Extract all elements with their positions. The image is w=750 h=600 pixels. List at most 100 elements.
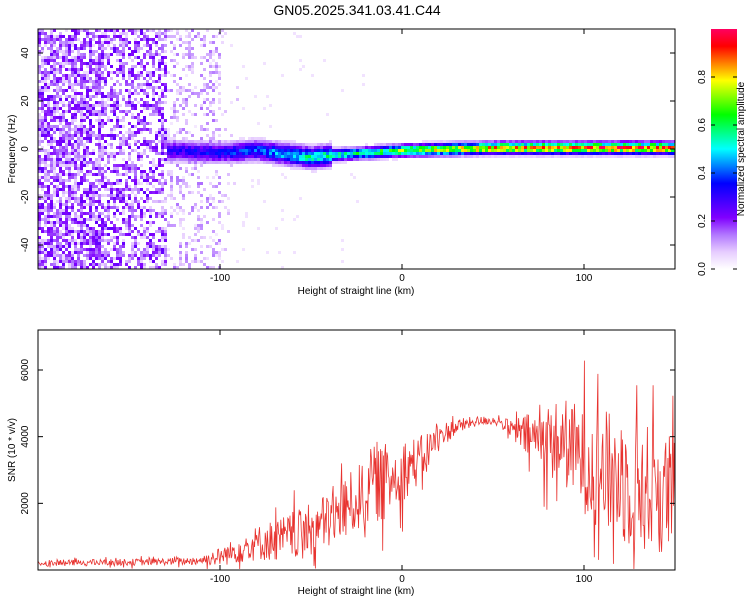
heat-cell — [302, 152, 305, 155]
heat-cell — [44, 131, 47, 134]
heat-cell — [164, 245, 167, 248]
heat-cell — [95, 230, 98, 233]
heat-cell — [653, 140, 656, 143]
heat-cell — [179, 218, 182, 221]
heat-cell — [98, 35, 101, 38]
heat-cell — [185, 119, 188, 122]
heat-cell — [356, 146, 359, 149]
heat-cell — [41, 212, 44, 215]
heat-cell — [635, 146, 638, 149]
heat-cell — [137, 83, 140, 86]
heat-cell — [200, 161, 203, 164]
heat-cell — [137, 155, 140, 158]
heat-cell — [128, 92, 131, 95]
heat-cell — [635, 140, 638, 143]
heat-cell — [38, 203, 41, 206]
heat-cell — [56, 230, 59, 233]
heat-cell — [377, 155, 380, 158]
heat-cell — [53, 50, 56, 53]
heat-cell — [341, 239, 344, 242]
heat-cell — [74, 167, 77, 170]
heat-cell — [479, 143, 482, 146]
heat-cell — [611, 152, 614, 155]
heat-cell — [119, 254, 122, 257]
heat-cell — [50, 110, 53, 113]
heat-cell — [110, 170, 113, 173]
heat-cell — [269, 155, 272, 158]
heat-cell — [71, 98, 74, 101]
heat-cell — [200, 206, 203, 209]
heat-cell — [41, 47, 44, 50]
heat-cell — [152, 209, 155, 212]
heat-cell — [80, 62, 83, 65]
heat-cell — [455, 143, 458, 146]
heat-cell — [65, 155, 68, 158]
heat-cell — [122, 209, 125, 212]
heat-cell — [494, 146, 497, 149]
heat-cell — [461, 140, 464, 143]
heat-cell — [203, 98, 206, 101]
heat-cell — [92, 257, 95, 260]
heat-cell — [89, 251, 92, 254]
heat-cell — [143, 77, 146, 80]
heat-cell — [119, 245, 122, 248]
heat-cell — [158, 182, 161, 185]
heat-cell — [260, 161, 263, 164]
heat-cell — [53, 179, 56, 182]
heat-cell — [143, 215, 146, 218]
heat-cell — [101, 80, 104, 83]
heat-cell — [107, 62, 110, 65]
heat-cell — [68, 50, 71, 53]
heat-cell — [116, 170, 119, 173]
heat-cell — [92, 38, 95, 41]
heat-cell — [164, 74, 167, 77]
heat-cell — [632, 155, 635, 158]
heat-cell — [404, 143, 407, 146]
heat-cell — [443, 146, 446, 149]
heat-cell — [296, 167, 299, 170]
heat-cell — [131, 50, 134, 53]
heat-cell — [98, 194, 101, 197]
heat-cell — [47, 131, 50, 134]
heat-cell — [278, 140, 281, 143]
heat-cell — [485, 149, 488, 152]
heat-cell — [137, 47, 140, 50]
heat-cell — [197, 239, 200, 242]
heat-cell — [47, 215, 50, 218]
heat-cell — [56, 218, 59, 221]
heat-cell — [542, 140, 545, 143]
heat-cell — [53, 116, 56, 119]
heat-cell — [377, 149, 380, 152]
heat-cell — [137, 257, 140, 260]
heat-cell — [320, 164, 323, 167]
heat-cell — [68, 74, 71, 77]
heat-cell — [527, 155, 530, 158]
heat-cell — [185, 65, 188, 68]
heat-cell — [584, 149, 587, 152]
heat-cell — [53, 119, 56, 122]
heat-cell — [44, 80, 47, 83]
heat-cell — [251, 137, 254, 140]
heat-cell — [263, 140, 266, 143]
heat-cell — [665, 149, 668, 152]
heat-cell — [38, 209, 41, 212]
heat-cell — [239, 140, 242, 143]
heat-cell — [140, 176, 143, 179]
heat-cell — [293, 32, 296, 35]
heat-cell — [239, 137, 242, 140]
heat-cell — [470, 146, 473, 149]
heat-cell — [575, 152, 578, 155]
heat-cell — [191, 143, 194, 146]
heat-cell — [125, 182, 128, 185]
heat-cell — [194, 248, 197, 251]
heat-cell — [71, 227, 74, 230]
heat-cell — [65, 47, 68, 50]
heat-cell — [107, 182, 110, 185]
heat-cell — [53, 152, 56, 155]
heat-cell — [65, 161, 68, 164]
heat-cell — [44, 224, 47, 227]
heat-cell — [122, 95, 125, 98]
heat-cell — [524, 152, 527, 155]
heat-cell — [89, 248, 92, 251]
heat-cell — [581, 143, 584, 146]
